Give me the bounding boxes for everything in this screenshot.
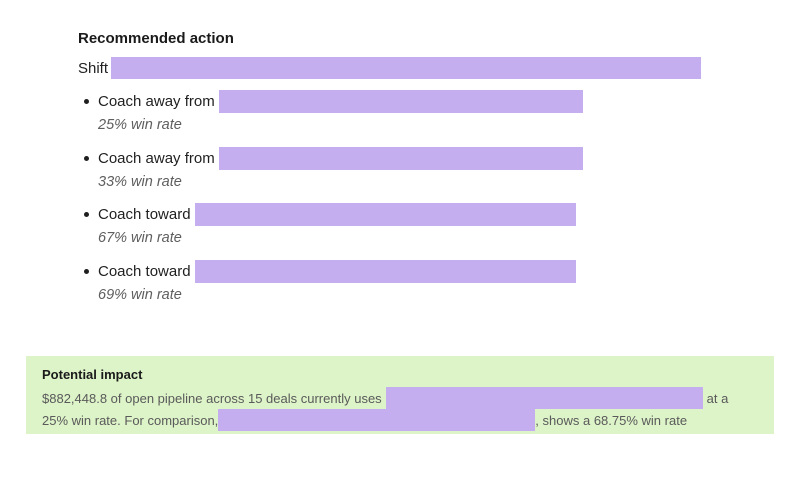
- impact-text-line-1: $882,448.8 of open pipeline across 15 de…: [42, 387, 728, 409]
- redacted-behavior: [218, 90, 583, 113]
- impact-pipeline-text: $882,448.8 of open pipeline across 15 de…: [42, 390, 382, 406]
- bullet-icon: [84, 212, 89, 217]
- bullet-icon: [84, 99, 89, 104]
- bullet-icon: [84, 156, 89, 161]
- win-rate: 33% win rate: [98, 174, 182, 190]
- redacted-behavior: [194, 260, 576, 283]
- potential-impact-callout: Potential impact $882,448.8 of open pipe…: [26, 356, 774, 434]
- list-item: Coach toward 67% win rate: [84, 203, 576, 247]
- impact-text-line-2: 25% win rate. For comparison, , shows a …: [42, 409, 687, 431]
- coach-direction: Coach toward: [98, 263, 191, 280]
- bullet-icon: [84, 269, 89, 274]
- list-item: Coach away from 25% win rate: [84, 90, 583, 134]
- shift-label: Shift: [78, 59, 109, 77]
- recommended-action-heading: Recommended action: [78, 30, 234, 47]
- redacted-current-behavior: [385, 387, 703, 409]
- impact-result-text: , shows a 68.75% win rate: [535, 412, 688, 428]
- coach-direction: Coach away from: [98, 150, 215, 167]
- shift-statement: Shift: [78, 57, 702, 79]
- coach-direction: Coach toward: [98, 206, 191, 223]
- potential-impact-title: Potential impact: [42, 367, 143, 382]
- list-item: Coach away from 33% win rate: [84, 147, 583, 191]
- coach-direction: Coach away from: [98, 93, 215, 110]
- win-rate: 67% win rate: [98, 230, 182, 246]
- redacted-behavior: [194, 203, 576, 226]
- impact-at-text: at a: [706, 390, 729, 406]
- list-item: Coach toward 69% win rate: [84, 260, 576, 304]
- win-rate: 69% win rate: [98, 287, 182, 303]
- redacted-behavior: [218, 147, 583, 170]
- win-rate: 25% win rate: [98, 117, 182, 133]
- redacted-shift-target: [111, 57, 702, 79]
- redacted-comparison-behavior: [218, 409, 536, 431]
- impact-comparison-text: 25% win rate. For comparison,: [42, 412, 219, 428]
